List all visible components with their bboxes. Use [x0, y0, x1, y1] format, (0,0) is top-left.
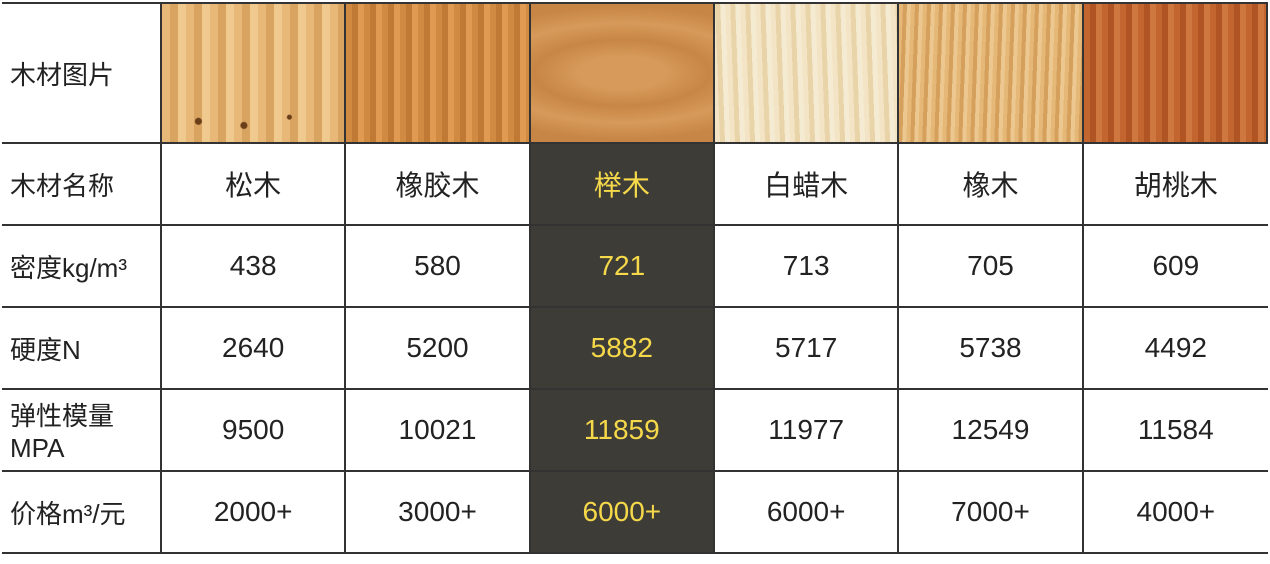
wood-swatch-icon: [531, 4, 713, 142]
cell-density: 713: [715, 226, 899, 308]
cell-elasticity: 12549: [899, 390, 1083, 472]
cell-density-highlighted: 721: [531, 226, 715, 308]
row-header-density: 密度kg/m³: [2, 226, 162, 308]
cell-name-highlighted: 榉木: [531, 144, 715, 226]
cell-hardness: 5738: [899, 308, 1083, 390]
cell-price: 7000+: [899, 472, 1083, 554]
cell-hardness: 5200: [346, 308, 530, 390]
cell-name: 胡桃木: [1084, 144, 1268, 226]
wood-image-pine: [162, 4, 346, 144]
wood-swatch-icon: [1084, 4, 1266, 142]
wood-swatch-icon: [715, 4, 897, 142]
wood-image-beech: [531, 4, 715, 144]
cell-price: 6000+: [715, 472, 899, 554]
wood-image-oak: [899, 4, 1083, 144]
cell-density: 580: [346, 226, 530, 308]
row-header-image: 木材图片: [2, 4, 162, 144]
cell-price: 3000+: [346, 472, 530, 554]
cell-elasticity: 10021: [346, 390, 530, 472]
cell-price-highlighted: 6000+: [531, 472, 715, 554]
wood-swatch-icon: [162, 4, 344, 142]
cell-density: 609: [1084, 226, 1268, 308]
wood-swatch-icon: [899, 4, 1081, 142]
row-header-price: 价格m³/元: [2, 472, 162, 554]
row-header-name: 木材名称: [2, 144, 162, 226]
wood-image-rubber: [346, 4, 530, 144]
cell-hardness: 4492: [1084, 308, 1268, 390]
cell-price: 2000+: [162, 472, 346, 554]
cell-elasticity: 11977: [715, 390, 899, 472]
wood-swatch-icon: [346, 4, 528, 142]
row-header-elasticity: 弹性模量MPA: [2, 390, 162, 472]
cell-hardness: 5717: [715, 308, 899, 390]
cell-name: 白蜡木: [715, 144, 899, 226]
cell-elasticity-highlighted: 11859: [531, 390, 715, 472]
wood-image-walnut: [1084, 4, 1268, 144]
cell-price: 4000+: [1084, 472, 1268, 554]
cell-hardness: 2640: [162, 308, 346, 390]
cell-density: 438: [162, 226, 346, 308]
cell-name: 橡胶木: [346, 144, 530, 226]
cell-hardness-highlighted: 5882: [531, 308, 715, 390]
cell-elasticity: 11584: [1084, 390, 1268, 472]
cell-elasticity: 9500: [162, 390, 346, 472]
cell-name: 松木: [162, 144, 346, 226]
cell-name: 橡木: [899, 144, 1083, 226]
row-header-hardness: 硬度N: [2, 308, 162, 390]
wood-comparison-table: 木材图片 木材名称 松木 橡胶木 榉木 白蜡木 橡木 胡桃木 密度kg/m³ 4…: [2, 2, 1268, 554]
wood-image-ash: [715, 4, 899, 144]
cell-density: 705: [899, 226, 1083, 308]
